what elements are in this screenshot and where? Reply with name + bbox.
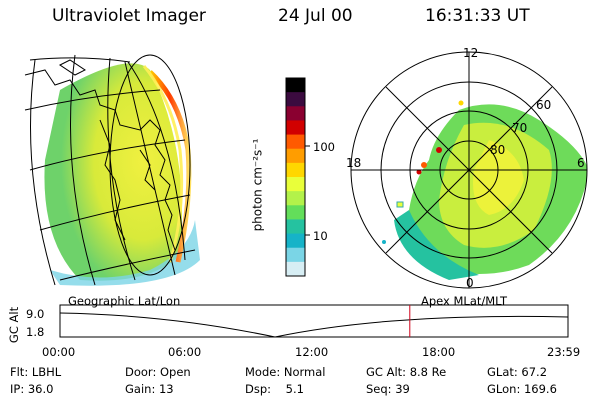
lat-label-60: 60 (536, 98, 552, 112)
mlt-label-0: 0 (466, 276, 474, 290)
timeline-y-label-bottom: 1.8 (26, 325, 45, 339)
colorbar-band (286, 191, 305, 206)
info-gc-alt: GC Alt: 8.8 Re (366, 365, 447, 379)
lat-label-80: 80 (490, 143, 506, 157)
earth-disk (44, 63, 182, 281)
colorbar-band (286, 205, 305, 220)
colorbar-units: photon cm⁻²s⁻¹ (250, 138, 265, 232)
colorbar-tick-10: 10 (313, 229, 328, 243)
colorbar-band (286, 219, 305, 235)
colorbar-tick-100: 100 (313, 140, 335, 154)
time-label: 16:31:33 UT (425, 6, 530, 26)
info-gain: Gain: 13 (125, 382, 174, 396)
info-seq: Seq: 39 (366, 382, 410, 396)
colorbar-band (286, 247, 305, 263)
auroral-arc (148, 70, 192, 263)
info-mode: Mode: Normal (245, 365, 326, 379)
colorbar-band (286, 177, 305, 192)
timeline-x-label-1: 06:00 (168, 345, 202, 359)
polar-plot (350, 51, 588, 289)
instrument-title: Ultraviolet Imager (52, 6, 206, 26)
colorbar-band (286, 148, 305, 164)
info-flt: Flt: LBHL (10, 365, 62, 379)
mlt-label-18: 18 (346, 156, 362, 170)
date-label: 24 Jul 00 (278, 6, 353, 26)
colorbar-band (286, 92, 305, 107)
timeline-x-label-3: 18:00 (422, 345, 456, 359)
colorbar-band (286, 233, 305, 249)
timeline-axis-title: GC Alt (7, 306, 22, 344)
colorbar-band (286, 162, 305, 178)
info-glon: GLon: 169.6 (487, 382, 557, 396)
colorbar-band (286, 106, 305, 121)
info-dsp: Dsp: 5.1 (245, 382, 304, 396)
colorbar-band (286, 120, 305, 136)
colorbar-band (286, 78, 305, 93)
colorbar-band (286, 261, 305, 277)
mlt-label-6: 6 (577, 156, 585, 170)
mlt-label-12: 12 (463, 46, 479, 60)
timeline-x-label-2: 12:00 (295, 345, 329, 359)
info-glat: GLat: 67.2 (487, 365, 548, 379)
info-door: Door: Open (125, 365, 191, 379)
timeline-x-label-4: 23:59 (547, 345, 581, 359)
info-ip: IP: 36.0 (10, 382, 54, 396)
colorbar-band (286, 134, 305, 150)
timeline-x-label-0: 00:00 (42, 345, 76, 359)
timeline-y-label-top: 9.0 (26, 307, 45, 321)
timeline-plot (59, 304, 569, 338)
colorbar (285, 77, 310, 277)
lat-label-70: 70 (512, 121, 528, 135)
altitude-curve (59, 312, 569, 338)
